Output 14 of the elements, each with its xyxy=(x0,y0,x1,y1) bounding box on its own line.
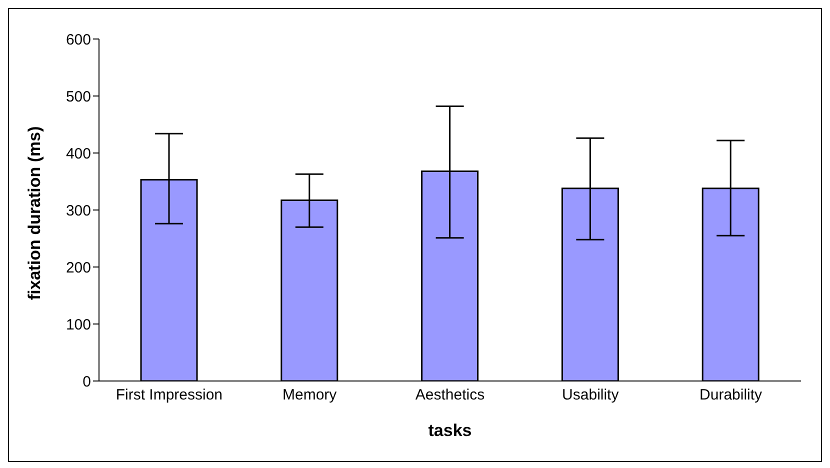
x-tick-label: Aesthetics xyxy=(415,386,485,404)
y-tick-label: 0 xyxy=(82,373,91,390)
y-tick-label: 600 xyxy=(66,31,91,48)
x-axis-title: tasks xyxy=(428,421,472,440)
x-tick-label: Durability xyxy=(700,386,763,404)
x-tick-label: First Impression xyxy=(116,386,223,404)
x-tick-label: Usability xyxy=(562,386,620,404)
y-tick-label: 300 xyxy=(66,202,91,220)
y-tick-label: 100 xyxy=(66,316,91,334)
y-axis-title: fixation duration (ms) xyxy=(25,126,44,300)
x-tick-label: Memory xyxy=(282,386,338,404)
y-tick-label: 500 xyxy=(66,88,91,106)
y-tick-label: 200 xyxy=(66,259,91,276)
y-tick-label: 400 xyxy=(66,145,91,162)
